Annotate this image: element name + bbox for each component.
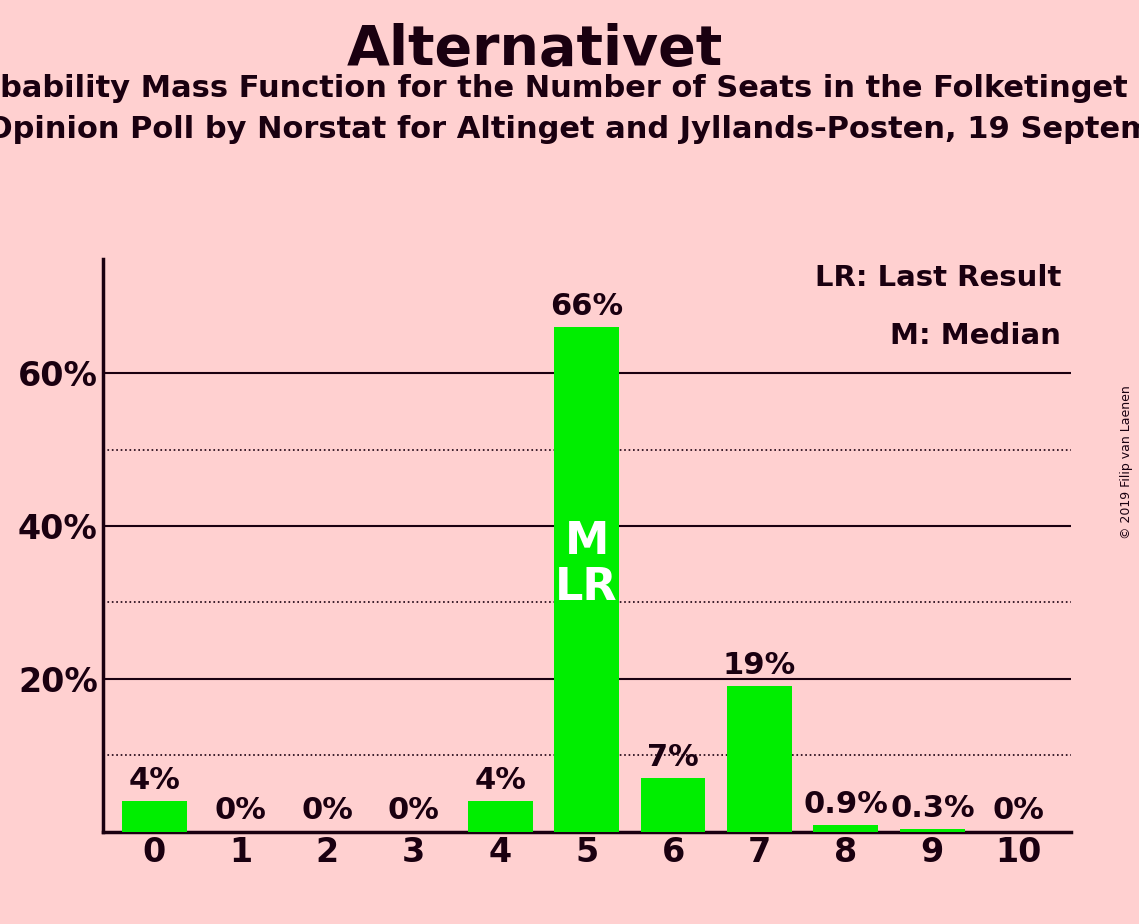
Text: 0.3%: 0.3%	[890, 795, 975, 823]
Text: 66%: 66%	[550, 292, 623, 322]
Bar	[555, 327, 618, 832]
Bar	[900, 830, 965, 832]
Text: 19%: 19%	[723, 651, 796, 680]
Text: 0.9%: 0.9%	[803, 790, 888, 819]
Text: 0%: 0%	[387, 796, 440, 825]
Text: 0%: 0%	[215, 796, 267, 825]
Text: Based on an Opinion Poll by Norstat for Altinget and Jyllands-Posten, 19 Septemb: Based on an Opinion Poll by Norstat for …	[0, 116, 1139, 144]
Text: 4%: 4%	[474, 766, 526, 795]
Text: 4%: 4%	[129, 766, 180, 795]
Bar	[122, 801, 187, 832]
Text: M: Median: M: Median	[890, 322, 1060, 350]
Bar	[727, 687, 792, 832]
Text: © 2019 Filip van Laenen: © 2019 Filip van Laenen	[1121, 385, 1133, 539]
Text: 0%: 0%	[993, 796, 1044, 825]
Bar	[468, 801, 533, 832]
Text: Alternativet: Alternativet	[347, 23, 723, 77]
Text: 0%: 0%	[302, 796, 353, 825]
Text: LR: Last Result: LR: Last Result	[814, 264, 1060, 293]
Bar	[640, 778, 705, 832]
Text: LR: LR	[556, 565, 617, 609]
Bar	[813, 825, 878, 832]
Text: 7%: 7%	[647, 743, 699, 772]
Text: Probability Mass Function for the Number of Seats in the Folketinget: Probability Mass Function for the Number…	[0, 74, 1129, 103]
Text: M: M	[565, 520, 608, 563]
